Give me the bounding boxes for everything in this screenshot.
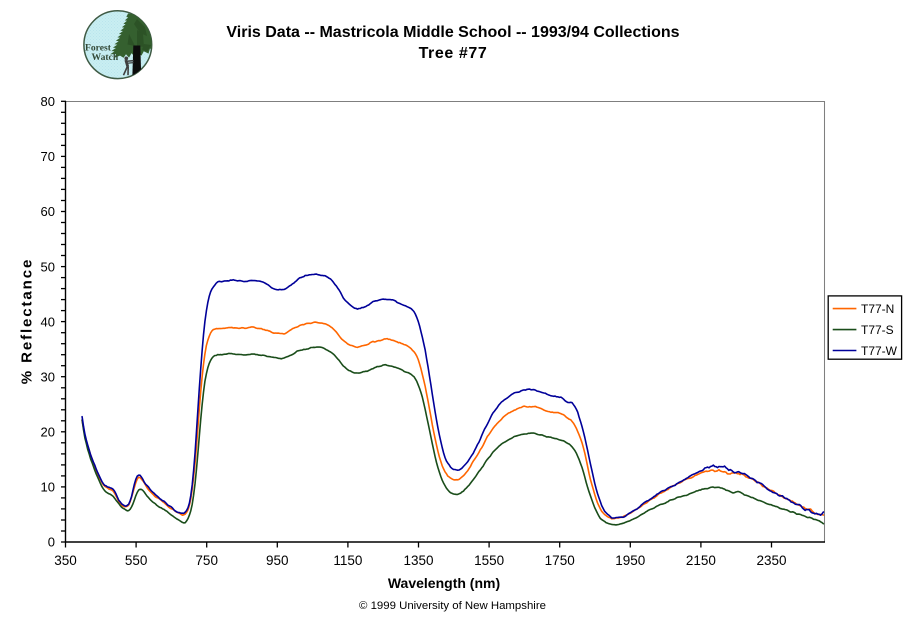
svg-text:950: 950 [266, 553, 289, 568]
svg-text:2150: 2150 [686, 553, 716, 568]
svg-text:20: 20 [41, 425, 55, 440]
svg-text:% Reflectance: % Reflectance [19, 258, 36, 384]
svg-text:1750: 1750 [545, 553, 575, 568]
svg-text:T77-W: T77-W [861, 344, 898, 358]
svg-text:T77-N: T77-N [861, 302, 894, 316]
svg-text:Tree #77: Tree #77 [419, 45, 488, 62]
svg-text:Wavelength (nm): Wavelength (nm) [388, 575, 500, 591]
svg-text:0: 0 [48, 535, 55, 550]
svg-text:70: 70 [41, 149, 55, 164]
svg-text:T77-S: T77-S [861, 323, 894, 337]
svg-text:750: 750 [195, 553, 218, 568]
svg-text:Watch: Watch [92, 52, 119, 63]
svg-text:350: 350 [54, 553, 77, 568]
svg-text:1550: 1550 [474, 553, 504, 568]
svg-text:30: 30 [41, 369, 55, 384]
svg-text:60: 60 [41, 204, 55, 219]
svg-text:50: 50 [41, 259, 55, 274]
svg-text:Viris Data -- Mastricola Middl: Viris Data -- Mastricola Middle School -… [226, 24, 679, 41]
svg-text:© 1999 University of New Hamps: © 1999 University of New Hampshire [359, 600, 546, 612]
svg-text:80: 80 [41, 94, 55, 109]
svg-text:2350: 2350 [756, 553, 786, 568]
svg-text:550: 550 [125, 553, 148, 568]
svg-text:1150: 1150 [333, 553, 362, 568]
svg-text:40: 40 [41, 314, 55, 329]
svg-text:1350: 1350 [403, 553, 433, 568]
svg-text:1950: 1950 [615, 553, 645, 568]
svg-text:10: 10 [41, 480, 55, 495]
